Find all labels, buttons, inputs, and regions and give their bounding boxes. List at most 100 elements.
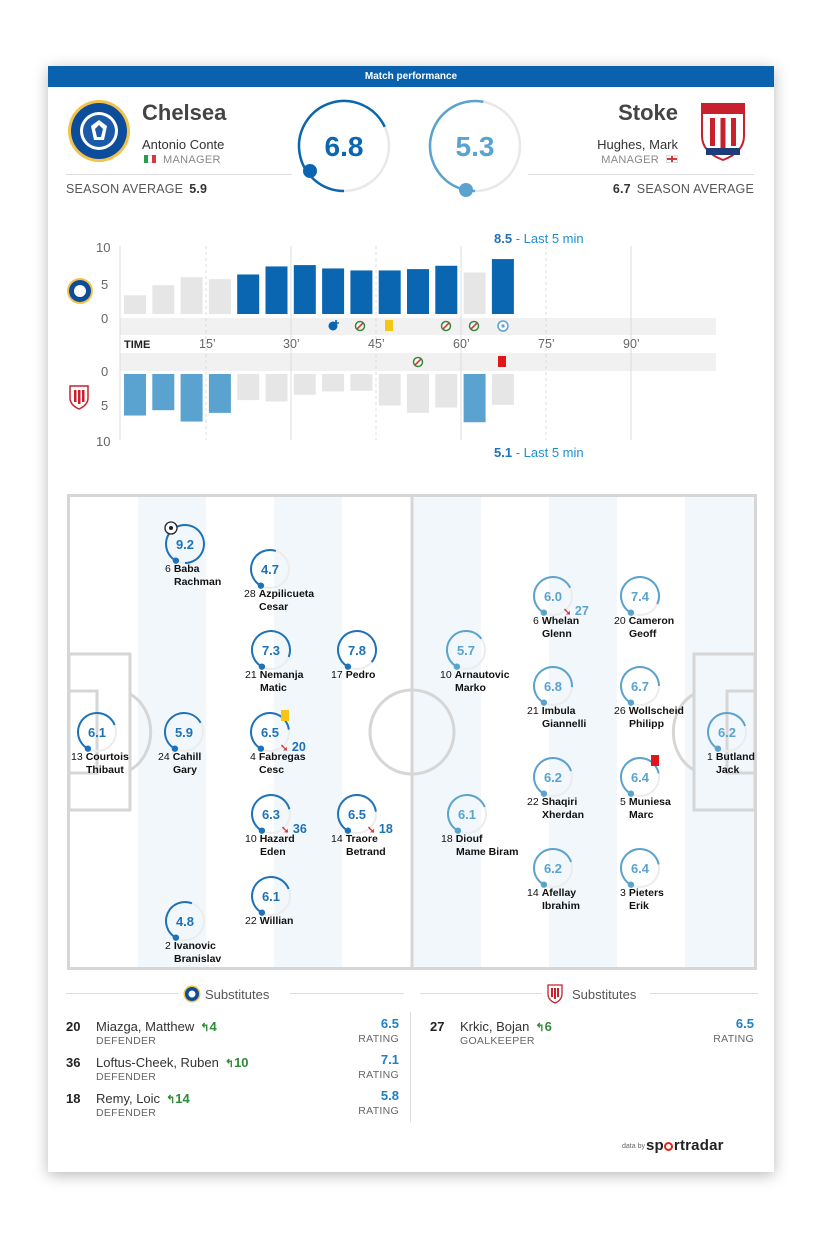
- sub-swap-icon: [412, 356, 424, 368]
- away-rating: 5.3: [456, 131, 495, 162]
- player-rating: 7.4: [631, 589, 650, 604]
- home-axis-10: 10: [96, 240, 111, 255]
- player-name: 2 Ivanovic Branislav: [165, 940, 222, 965]
- player-rating: 6.1: [458, 807, 476, 822]
- away-timeline-bar: [124, 374, 146, 416]
- player-rating-gauge: 4.7: [250, 549, 290, 589]
- sub-off-minute: ➘ 36: [281, 822, 307, 836]
- player-name: 22 Shaqiri Xherdan: [527, 796, 585, 821]
- player-rating: 5.7: [457, 643, 475, 658]
- home-timeline-bar: [350, 270, 373, 314]
- player-rating-gauge: 6.2: [533, 848, 573, 888]
- yellow-card-icon: [385, 320, 393, 331]
- player-name: 1 Butland Jack: [707, 751, 755, 776]
- sub-position: DEFENDER: [96, 1035, 157, 1047]
- player-rating: 6.2: [718, 725, 736, 740]
- stoke-subs-crest-icon: [547, 984, 563, 1004]
- player-name: 5 Muniesa Marc: [620, 796, 671, 821]
- player-name: 17 Pedro: [331, 669, 376, 681]
- away-team-name: Stoke: [618, 100, 678, 125]
- away-timeline-bar: [435, 374, 458, 408]
- sub-rating-label: RATING: [358, 1033, 399, 1045]
- sub-off-minute: ➘ 27: [563, 604, 589, 618]
- away-timeline-bar: [237, 374, 260, 401]
- player-rating: 6.3: [262, 807, 280, 822]
- sub-position: GOALKEEPER: [460, 1035, 535, 1047]
- home-timeline-bar: [378, 270, 401, 314]
- player-rating-gauge: 6.7: [620, 666, 660, 706]
- home-season-average: SEASON AVERAGE 5.9: [66, 182, 208, 196]
- home-last5: 8.5 - Last 5 min: [494, 231, 584, 246]
- player-rating: 6.8: [544, 679, 562, 694]
- sub-off-minute: ➘ 20: [280, 740, 306, 754]
- away-timeline-bar: [265, 374, 288, 402]
- sub-off-minute: ➘ 18: [367, 822, 393, 836]
- away-timeline-bar: [350, 374, 373, 391]
- home-timeline-bar: [463, 272, 486, 314]
- player-rating: 6.7: [631, 679, 649, 694]
- player-rating: 6.5: [348, 807, 366, 822]
- away-manager: Hughes, Mark: [597, 137, 678, 152]
- player-name: 26 Wollscheid Philipp: [614, 705, 684, 730]
- home-timeline-bar: [322, 268, 345, 314]
- home-timeline-bar: [265, 266, 288, 314]
- player-name: 10 Hazard Eden: [245, 833, 295, 858]
- player-rating: 6.1: [262, 889, 280, 904]
- player-name: 3 Pieters Erik: [620, 887, 664, 912]
- sub-player-name[interactable]: Remy, Loic ↰14: [96, 1091, 190, 1106]
- player-name: 10 Arnautovic Marko: [440, 669, 510, 694]
- player-name: 13 Courtois Thibaut: [71, 751, 129, 776]
- sub-number: 36: [66, 1055, 81, 1070]
- player-rating-gauge: 6.2: [533, 757, 573, 797]
- sub-swap-icon: [440, 320, 452, 332]
- sub-player-name[interactable]: Krkic, Bojan ↰6: [460, 1019, 552, 1034]
- player-rating-gauge: 6.1: [77, 712, 117, 752]
- sub-swap-icon: [354, 320, 366, 332]
- away-rating-gauge: 5.3: [428, 99, 522, 197]
- away-timeline-bar: [152, 374, 175, 411]
- player-rating: 6.4: [631, 770, 650, 785]
- player-rating-gauge: 9.2: [165, 524, 205, 564]
- sub-rating: 6.5: [735, 1016, 754, 1031]
- italy-flag-icon: [144, 155, 156, 163]
- home-axis-5: 5: [101, 277, 109, 292]
- player-name: 14 Traore Betrand: [331, 833, 386, 858]
- time-tick-75: 75’: [538, 337, 555, 351]
- away-timeline-bar: [322, 374, 345, 392]
- away-timeline-bar: [180, 374, 203, 422]
- sportradar-logo: sp rtradar: [646, 1137, 724, 1154]
- yellow-card-icon: [281, 710, 289, 721]
- chelsea-crest-icon: [68, 100, 130, 162]
- data-by-label: data by: [622, 1143, 645, 1150]
- away-season-average: 6.7 SEASON AVERAGE: [612, 182, 754, 196]
- sub-player-name[interactable]: Loftus-Cheek, Ruben ↰10: [96, 1055, 249, 1070]
- away-axis-5: 5: [101, 398, 109, 413]
- player-rating-gauge: 6.1: [251, 876, 291, 916]
- time-tick-60: 60’: [453, 337, 470, 351]
- away-timeline-bar: [208, 374, 231, 413]
- player-rating: 6.5: [261, 725, 279, 740]
- goal-ball-icon: [497, 320, 509, 332]
- home-axis-0: 0: [101, 311, 109, 326]
- player-name: 18 Diouf Mame Biram: [441, 833, 519, 858]
- player-rating-gauge: 6.8: [533, 666, 573, 706]
- player-rating-gauge: 5.7: [446, 630, 486, 670]
- player-rating: 6.0: [544, 589, 562, 604]
- sub-player-name[interactable]: Miazga, Matthew ↰4: [96, 1019, 217, 1034]
- away-substitutes-title: Substitutes: [572, 987, 637, 1002]
- home-rating-gauge: 6.8: [297, 99, 391, 193]
- player-name: 14 Afellay Ibrahim: [527, 887, 580, 912]
- away-timeline-bar: [407, 374, 429, 413]
- away-manager-label: MANAGER: [601, 154, 659, 166]
- player-rating-gauge: 6.2: [707, 712, 747, 752]
- home-timeline-bar: [407, 269, 429, 314]
- goal-ball-icon: [164, 521, 178, 535]
- sub-number: 18: [66, 1091, 81, 1106]
- player-rating-gauge: 6.3: [251, 794, 291, 834]
- player-name: 22 Willian: [245, 915, 294, 927]
- player-rating-gauge: 6.5: [337, 794, 377, 834]
- player-rating: 7.3: [262, 643, 280, 658]
- player-rating: 6.2: [544, 770, 562, 785]
- time-tick-30: 30’: [283, 337, 300, 351]
